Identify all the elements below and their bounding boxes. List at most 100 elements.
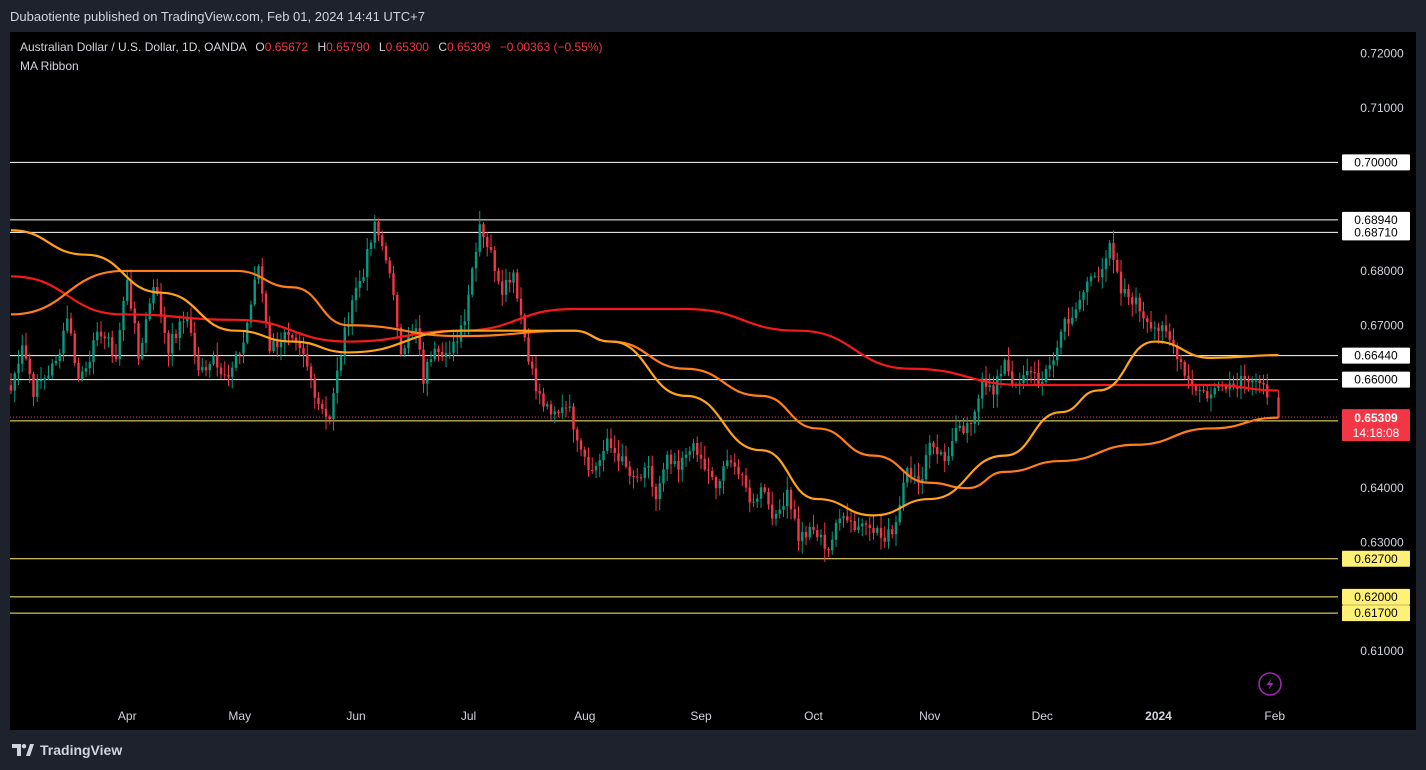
candle-body xyxy=(377,221,380,236)
candle xyxy=(894,515,898,547)
candle-body xyxy=(677,460,680,470)
candle-body xyxy=(17,363,20,374)
candle xyxy=(1209,386,1213,412)
candle-body xyxy=(148,303,151,320)
candle xyxy=(996,369,999,408)
candle-body xyxy=(1183,362,1186,376)
badge-label: 0.68940 xyxy=(1354,213,1398,227)
candle-body xyxy=(617,453,620,462)
candle-body xyxy=(864,523,868,525)
candle-body xyxy=(789,489,793,510)
tradingview-brand[interactable]: TradingView xyxy=(12,742,122,758)
candle-body xyxy=(467,294,470,322)
candle-body xyxy=(178,321,181,338)
candle-body xyxy=(583,449,586,457)
candle-body xyxy=(943,452,946,462)
candle xyxy=(1146,315,1149,333)
candle-body xyxy=(448,352,451,354)
symbol-name[interactable]: Australian Dollar / U.S. Dollar, 1D, OAN… xyxy=(20,40,247,54)
candle-body xyxy=(129,279,133,309)
candle xyxy=(834,519,838,548)
candle-body xyxy=(988,385,991,387)
candle xyxy=(699,441,703,470)
candle-body xyxy=(591,470,594,472)
candle-body xyxy=(594,466,598,471)
candle xyxy=(857,517,860,534)
candle xyxy=(639,473,643,482)
candle xyxy=(1127,284,1130,305)
candle xyxy=(9,373,13,395)
candle xyxy=(399,323,403,357)
candle xyxy=(261,257,264,303)
candle xyxy=(219,362,223,379)
candle xyxy=(36,374,39,403)
candle xyxy=(804,526,808,546)
candle-body xyxy=(1108,242,1111,259)
candle-body xyxy=(13,373,16,391)
candle-body xyxy=(887,529,890,542)
candle-body xyxy=(433,348,436,360)
candle xyxy=(152,279,155,311)
candle-body xyxy=(1123,288,1126,294)
lightning-icon[interactable] xyxy=(1258,672,1282,696)
candles-layer xyxy=(9,210,1280,562)
candle xyxy=(1029,366,1033,384)
candle xyxy=(1052,352,1055,378)
candle-body xyxy=(1071,317,1074,324)
candle-body xyxy=(302,348,305,355)
candle-body xyxy=(936,447,939,455)
candle xyxy=(1176,343,1179,372)
candle-body xyxy=(1138,297,1141,312)
time-tick-label: Oct xyxy=(804,709,823,723)
price-level-badge: 0.61700 xyxy=(1342,605,1410,622)
indicator-name[interactable]: MA Ribbon xyxy=(20,59,79,73)
candle xyxy=(508,271,511,293)
candle-body xyxy=(999,373,1003,377)
candle xyxy=(433,341,436,362)
candle xyxy=(96,322,99,347)
candle-body xyxy=(88,361,91,369)
candle-body xyxy=(257,266,260,280)
candle-body xyxy=(759,487,763,499)
candle-body xyxy=(497,271,500,282)
candle xyxy=(324,396,328,430)
candle xyxy=(662,462,665,492)
candle xyxy=(489,234,493,254)
candle-body xyxy=(43,378,46,381)
time-tick-label: May xyxy=(228,709,251,723)
time-tick-label: Jul xyxy=(461,709,476,723)
candle-body xyxy=(512,272,515,283)
candle xyxy=(234,350,238,372)
candle-body xyxy=(519,298,523,315)
candle xyxy=(197,347,200,376)
candle-body xyxy=(786,489,789,507)
candle-body xyxy=(613,447,616,454)
candle xyxy=(238,351,241,365)
candle xyxy=(291,333,294,341)
candle xyxy=(1161,321,1164,345)
candle xyxy=(887,518,890,549)
candle-body xyxy=(1052,360,1055,366)
candle xyxy=(1119,259,1123,306)
candle xyxy=(1082,289,1085,312)
candle xyxy=(478,210,481,257)
candle xyxy=(759,482,763,508)
candle-body xyxy=(238,353,241,355)
candle xyxy=(823,522,826,562)
candle-body xyxy=(478,224,481,252)
candle xyxy=(853,512,856,532)
candle-body xyxy=(118,329,121,360)
candle-body xyxy=(741,474,744,476)
candle xyxy=(632,470,635,489)
candle xyxy=(1138,293,1141,323)
candle xyxy=(32,371,35,407)
candle xyxy=(891,524,894,539)
chart-panel[interactable] xyxy=(10,32,1416,730)
candle xyxy=(1116,252,1119,274)
candle xyxy=(332,387,335,431)
candle-body xyxy=(774,513,778,519)
candle xyxy=(902,472,905,511)
candle xyxy=(1067,307,1070,337)
price-chart[interactable]: 0.72000 0.71000 0.68000 0.67000 0.64000 0.630… xyxy=(0,0,1426,730)
candle-body xyxy=(977,398,980,412)
